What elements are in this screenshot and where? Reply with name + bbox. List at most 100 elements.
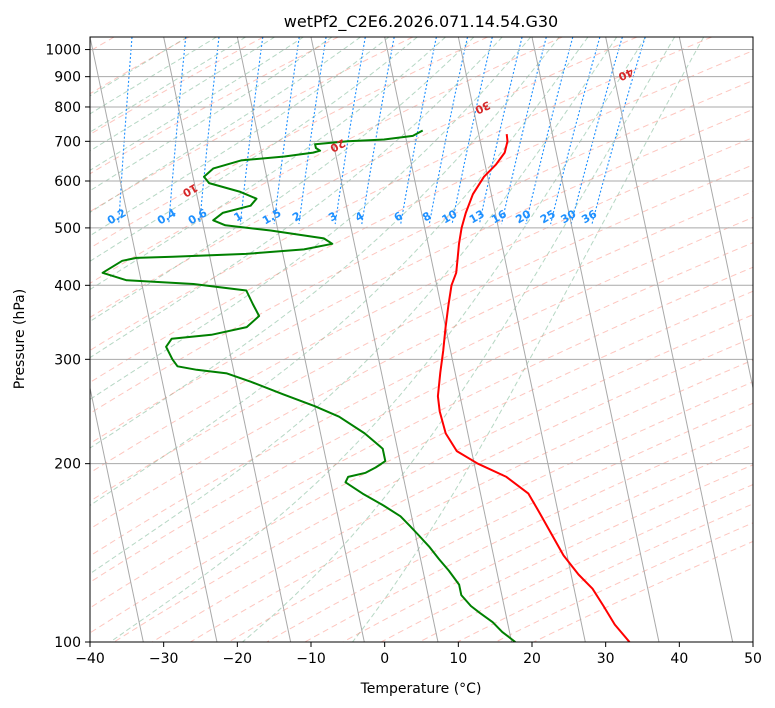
x-tick-label: 0 — [380, 651, 389, 667]
dry-adiabat-line — [113, 314, 753, 642]
dry-adiabat-line — [90, 266, 753, 609]
y-axis-ticks: 1000 900 800 700 600 500 400 300 200 100 — [45, 43, 90, 651]
dry-adiabat-line — [90, 290, 753, 634]
moist-adiabat-line — [90, 37, 275, 152]
mixing-ratio-line — [361, 37, 395, 225]
dry-adiabat-line — [342, 444, 753, 642]
dry-adiabat-line — [90, 37, 339, 175]
dry-adiabat-line — [90, 37, 712, 351]
moist-adiabat-line — [90, 37, 188, 97]
mixing-ratio-label: 8 — [420, 209, 433, 224]
mixing-ratio-label: 30 — [559, 207, 579, 226]
dry-adiabat-line — [533, 540, 753, 642]
y-tick-label: 700 — [54, 134, 81, 150]
moist-adiabat-line — [90, 37, 560, 449]
isotherm-gridline — [90, 37, 218, 642]
y-tick-label: 400 — [54, 278, 81, 294]
isotherm-gridline — [678, 37, 753, 391]
dry-adiabat-line — [90, 37, 488, 249]
mixing-ratio-line — [525, 37, 574, 225]
mixing-ratio-line — [451, 37, 493, 225]
dry-adiabat-label: 30 — [473, 98, 493, 116]
temperature-line — [436, 133, 631, 642]
chart-title: wetPf2_C2E6.2026.071.14.54.G30 — [284, 12, 558, 32]
y-tick-label: 500 — [54, 221, 81, 237]
dry-adiabat-line — [380, 464, 753, 642]
mixing-ratio-label: 1 — [232, 209, 245, 224]
mixing-ratio-line — [168, 37, 187, 225]
mixing-ratio-label: 10 — [440, 207, 460, 226]
x-tick-label: −30 — [149, 651, 179, 667]
isotherm-gridline — [236, 37, 365, 642]
isotherm-gridline — [384, 37, 513, 642]
mixing-ratio-label: 2 — [290, 209, 303, 224]
y-tick-label: 600 — [54, 174, 81, 190]
mixing-ratio-label: 16 — [489, 207, 509, 226]
isotherm-gridline — [90, 385, 144, 642]
isotherm-gridline — [163, 37, 292, 642]
sounding-traces — [101, 129, 631, 642]
y-tick-label: 100 — [54, 635, 81, 651]
moist-adiabat-line — [90, 37, 589, 507]
dry-adiabat-line — [419, 484, 753, 642]
dry-adiabat-line — [90, 50, 753, 383]
x-tick-label: 40 — [670, 651, 688, 667]
moist-adiabat-line — [90, 37, 333, 192]
mixing-ratio-line — [199, 37, 220, 225]
dry-adiabat-line — [90, 79, 753, 414]
mixing-ratio-line — [478, 37, 523, 225]
dry-adiabat-label: 40 — [616, 65, 636, 83]
dry-adiabat-label: 0 — [31, 237, 45, 252]
plot-area: -100-90-80-70-60-50-40-30-20-10010203040… — [0, 37, 753, 642]
moist-adiabat-line — [90, 37, 361, 213]
mixing-ratio-line — [118, 37, 133, 225]
mixing-ratio-label: 20 — [513, 207, 533, 226]
dry-adiabat-line — [90, 216, 753, 557]
mixing-ratio-label: 36 — [579, 207, 599, 226]
y-tick-label: 900 — [54, 70, 81, 86]
dry-adiabat-line — [151, 337, 753, 642]
mixing-ratio-lines — [72, 37, 646, 225]
x-tick-label: −40 — [75, 651, 105, 667]
grid-lines — [0, 37, 753, 642]
mixing-ratio-line — [273, 37, 300, 225]
dry-adiabat-line — [457, 503, 753, 642]
moist-adiabat-line — [242, 37, 676, 642]
mixing-ratio-line — [570, 37, 623, 225]
dry-adiabat-line — [90, 37, 414, 213]
dry-adiabat-line — [190, 359, 753, 642]
mixing-ratio-line — [298, 37, 327, 225]
mixing-ratio-label: 13 — [467, 207, 487, 226]
isotherm-gridline — [310, 37, 439, 642]
plot-frame — [89, 36, 754, 643]
mixing-ratio-label: 0.4 — [155, 206, 179, 227]
isotherm-gridline — [457, 37, 586, 642]
dry-adiabat-line — [90, 37, 563, 284]
x-tick-label: 30 — [597, 651, 615, 667]
isotherm-gridline — [0, 37, 70, 642]
dry-adiabat-line — [304, 423, 753, 642]
mixing-ratio-line — [428, 37, 469, 225]
dry-adiabat-line — [90, 136, 753, 474]
moist-adiabat-line — [90, 37, 246, 133]
x-tick-label: −20 — [223, 651, 253, 667]
y-tick-label: 800 — [54, 100, 81, 116]
dry-adiabat-line — [495, 522, 753, 642]
moist-adiabat-line — [90, 37, 304, 171]
y-axis-label: Pressure (hPa) — [12, 289, 28, 389]
mixing-ratio-line — [72, 37, 82, 224]
x-axis-label: Temperature (°C) — [360, 681, 482, 697]
dry-adiabat-line — [228, 381, 753, 642]
mixing-ratio-label: 25 — [538, 207, 558, 226]
moist-adiabats — [90, 37, 705, 642]
x-tick-label: 10 — [449, 651, 467, 667]
moist-adiabat-line — [90, 37, 532, 400]
moist-adiabat-line — [90, 37, 618, 575]
x-tick-label: −10 — [296, 651, 326, 667]
dry-adiabat-line — [90, 108, 753, 445]
dry-adiabat-line — [266, 402, 753, 642]
y-tick-label: 200 — [54, 457, 81, 473]
mixing-ratio-line — [501, 37, 547, 225]
moist-adiabat-line — [90, 37, 390, 237]
mixing-ratio-line — [591, 37, 646, 225]
